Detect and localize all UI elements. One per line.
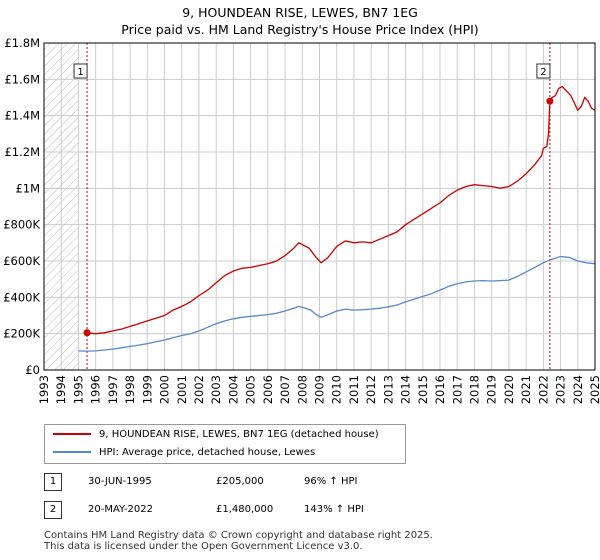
plot-border (43, 42, 596, 371)
x-tick-label: 2016 (433, 375, 447, 404)
chart-subtitle: Price paid vs. HM Land Registry's House … (121, 22, 479, 37)
x-tick-label: 2006 (261, 375, 275, 404)
legend-item-property: 9, HOUNDEAN RISE, LEWES, BN7 1EG (detach… (53, 427, 379, 443)
footer: Contains HM Land Registry data © Crown c… (44, 530, 584, 552)
annotation-label: 2 (540, 67, 546, 78)
footer-copyright: Contains HM Land Registry data © Crown c… (44, 530, 433, 541)
property-series-line (86, 85, 596, 335)
legend-swatch-property (53, 433, 91, 435)
x-tick-label: 2002 (192, 375, 206, 404)
x-tick-label: 2024 (571, 375, 585, 404)
legend-item-hpi: HPI: Average price, detached house, Lewe… (53, 445, 315, 461)
x-tick-label: 2010 (330, 375, 344, 404)
y-tick-label: £0 (25, 363, 40, 377)
x-tick-label: 2008 (295, 375, 309, 404)
annotation-box (73, 63, 88, 79)
transaction-price: £1,480,000 (216, 504, 274, 515)
transaction-number: 2 (44, 501, 62, 519)
x-tick-label: 2005 (244, 375, 258, 404)
chart-title: 9, HOUNDEAN RISE, LEWES, BN7 1EG (182, 5, 418, 20)
x-tick-label: 2020 (502, 375, 516, 404)
transaction-number: 1 (44, 473, 62, 491)
x-tick-label: 2018 (467, 375, 481, 404)
x-tick-label: 2017 (450, 375, 464, 404)
transaction-row: 2 20-MAY-2022 £1,480,000 143% ↑ HPI (44, 500, 424, 520)
transaction-hpi: 143% ↑ HPI (304, 504, 364, 515)
transaction-price: £205,000 (216, 476, 264, 487)
x-tick-label: 1997 (106, 375, 120, 404)
x-tick-label: 2011 (347, 375, 361, 404)
annotation-box (536, 63, 551, 79)
y-tick-label: £400K (3, 290, 40, 304)
x-tick-label: 2019 (485, 375, 499, 404)
hpi-series-line (78, 255, 596, 352)
x-tick-label: 2001 (175, 375, 189, 404)
y-tick-label: £1.8M (4, 36, 40, 50)
x-tick-label: 2015 (416, 375, 430, 404)
x-tick-label: 2000 (158, 375, 172, 404)
transaction-date: 20-MAY-2022 (88, 504, 154, 515)
annotation-label: 1 (77, 67, 83, 78)
x-tick-label: 2004 (226, 375, 240, 404)
x-tick-label: 2007 (278, 375, 292, 404)
x-tick-label: 2022 (536, 375, 550, 404)
transaction-hpi: 96% ↑ HPI (304, 476, 358, 487)
transaction-date: 30-JUN-1995 (88, 476, 152, 487)
y-tick-label: £1.6M (4, 72, 40, 86)
x-tick-label: 1994 (54, 375, 68, 404)
y-tick-label: £200K (3, 327, 40, 341)
x-tick-label: 2013 (381, 375, 395, 404)
footer-licence: This data is licensed under the Open Gov… (44, 541, 363, 552)
x-tick-label: 1999 (140, 375, 154, 404)
legend-swatch-hpi (53, 451, 91, 453)
x-tick-label: 2012 (364, 375, 378, 404)
sale-point-marker (546, 97, 554, 105)
x-tick-label: 1996 (89, 375, 103, 404)
x-tick-label: 2023 (554, 375, 568, 404)
x-tick-label: 2003 (209, 375, 223, 404)
sale-point-marker (83, 329, 91, 337)
y-tick-label: £1.2M (4, 145, 40, 159)
x-tick-label: 2009 (313, 375, 327, 404)
price-chart: £0 £200K £400K £600K £800K £1M £1.2M £1.4M £1.6M… (3, 36, 600, 404)
legend-label-property: 9, HOUNDEAN RISE, LEWES, BN7 1EG (detach… (99, 429, 379, 440)
x-tick-label: 1993 (37, 375, 51, 404)
x-tick-label: 2014 (399, 375, 413, 404)
x-tick-label: 1998 (123, 375, 137, 404)
y-tick-label: £800K (3, 218, 40, 232)
chart-legend: 9, HOUNDEAN RISE, LEWES, BN7 1EG (detach… (44, 424, 406, 464)
y-tick-label: £1.4M (4, 109, 40, 123)
legend-label-hpi: HPI: Average price, detached house, Lewe… (99, 447, 316, 458)
x-tick-label: 1995 (71, 375, 85, 404)
y-tick-label: £600K (3, 254, 40, 268)
x-tick-label: 2021 (519, 375, 533, 404)
transaction-row: 1 30-JUN-1995 £205,000 96% ↑ HPI (44, 472, 424, 492)
x-tick-label: 2025 (588, 375, 600, 404)
y-tick-label: £1M (15, 181, 40, 195)
